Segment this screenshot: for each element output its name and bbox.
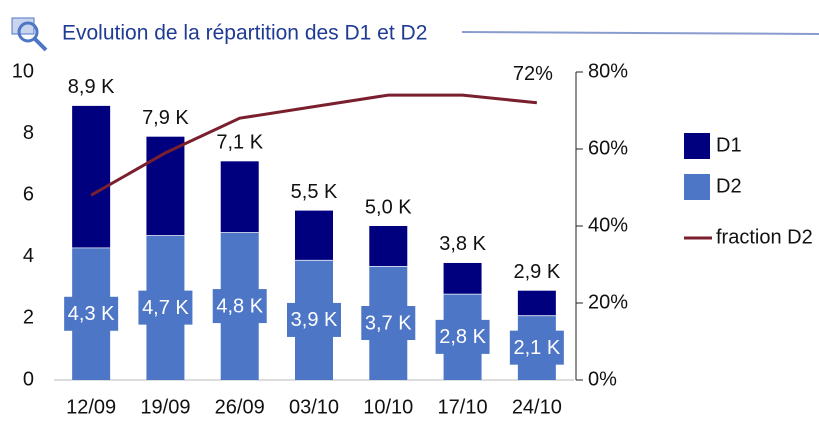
legend-swatch (684, 133, 710, 159)
x-tick-label: 26/09 (215, 396, 265, 418)
x-tick-label: 17/10 (438, 396, 488, 418)
label-box (435, 319, 490, 354)
data-label: 3,9 K (291, 309, 338, 331)
y2-tick-label: 60% (588, 137, 628, 159)
total-label: 5,5 K (291, 181, 338, 203)
data-label: 4,3 K (68, 303, 115, 325)
x-tick-label: 03/10 (289, 396, 339, 418)
x-tick-label: 24/10 (512, 396, 562, 418)
x-tick-label: 12/09 (66, 396, 116, 418)
legend-label: D1 (716, 134, 742, 156)
y2-tick-label: 40% (588, 214, 628, 236)
label-box (509, 330, 564, 365)
y-tick-label: 8 (23, 122, 34, 144)
bar-segment (295, 210, 333, 260)
total-label: 2,9 K (514, 261, 561, 283)
legend-label: fraction D2 (716, 226, 813, 248)
line-label: 72% (513, 63, 553, 85)
data-label: 3,7 K (365, 312, 412, 334)
label-box (287, 302, 341, 337)
line (90, 93, 538, 197)
label-box (361, 306, 416, 341)
y2-tick-label: 20% (588, 291, 628, 313)
x-tick-label: 10/10 (363, 396, 413, 418)
total-label: 8,9 K (68, 76, 115, 98)
label-box (64, 296, 119, 331)
label-box (212, 289, 267, 324)
bar-segment (517, 290, 556, 316)
y-tick-label: 6 (23, 183, 34, 205)
chart-title: Evolution de la répartition des D1 et D2 (62, 22, 427, 45)
bar-segment (369, 226, 408, 267)
legend-swatch (684, 174, 710, 200)
y-tick-label: 0 (23, 368, 34, 390)
label-box (138, 290, 193, 325)
title-rule (461, 31, 819, 35)
y-tick-label: 2 (23, 307, 34, 329)
data-label: 4,7 K (142, 297, 189, 319)
total-label: 5,0 K (365, 196, 412, 218)
y2-tick-label: 0% (588, 368, 617, 390)
title-icon (11, 17, 48, 52)
data-label: 2,8 K (439, 326, 486, 348)
data-label: 4,8 K (216, 295, 263, 317)
x-tick-label: 19/09 (140, 396, 190, 418)
y-tick-label: 10 (12, 60, 34, 82)
total-label: 3,8 K (439, 233, 486, 255)
bar-segment (220, 161, 259, 233)
y-tick-label: 4 (23, 245, 34, 267)
bar-segment (72, 105, 111, 248)
total-label: 7,1 K (216, 132, 263, 154)
legend-label: D2 (716, 175, 742, 197)
bar-segment (443, 262, 482, 294)
data-label: 2,1 K (514, 337, 561, 359)
total-label: 7,9 K (142, 107, 189, 129)
y2-tick-label: 80% (588, 60, 628, 82)
